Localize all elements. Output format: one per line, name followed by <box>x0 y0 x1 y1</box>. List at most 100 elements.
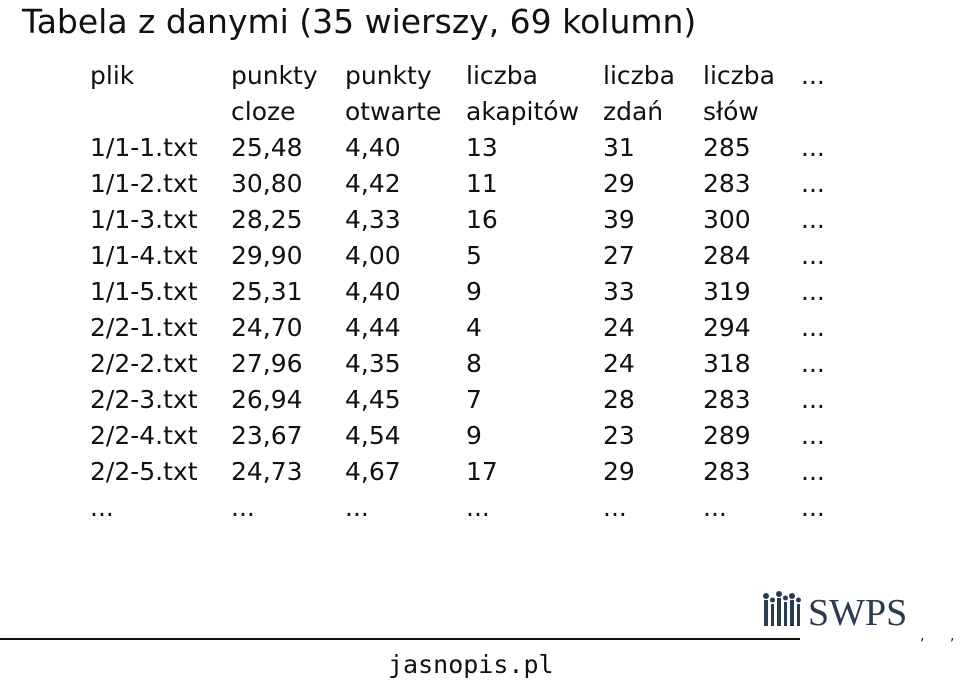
table-cell: 30,80 <box>231 169 303 198</box>
table-cell: 1/1-2.txt <box>90 169 198 198</box>
header-cell: otwarte <box>345 97 442 126</box>
table-cell: ... <box>801 313 825 342</box>
table-cell: 24 <box>603 349 635 378</box>
table-cell: ... <box>801 205 825 234</box>
table-cell: 2/2-2.txt <box>90 349 198 378</box>
table-cell: ... <box>801 133 825 162</box>
header-cell <box>801 94 841 130</box>
table-cell: 29 <box>603 169 635 198</box>
table-cell: ... <box>801 349 825 378</box>
table-cell: 25,31 <box>231 277 303 306</box>
table-cell: 4,45 <box>345 385 401 414</box>
table-cell: ... <box>466 493 490 522</box>
table-cell: 16 <box>466 205 498 234</box>
table-cell: 25,48 <box>231 133 303 162</box>
table-cell: 4,33 <box>345 205 401 234</box>
header-cell: zdań <box>603 97 664 126</box>
data-table: plik punkty punkty liczba liczba liczba … <box>90 58 841 526</box>
table-cell: 5 <box>466 241 482 270</box>
table-cell: 2/2-1.txt <box>90 313 198 342</box>
header-cell: liczba <box>603 61 675 90</box>
table-cell: 9 <box>466 421 482 450</box>
table-row: 1/1-4.txt 29,90 4,00 5 27 284... <box>90 238 841 274</box>
table-cell: 28,25 <box>231 205 303 234</box>
table-cell: 31 <box>603 133 635 162</box>
table-cell: 27,96 <box>231 349 303 378</box>
table-cell: ... <box>801 277 825 306</box>
table-cell: 9 <box>466 277 482 306</box>
table-row: 1/1-1.txt 25,48 4,40 13 31 285... <box>90 130 841 166</box>
footer-mark: , <box>920 628 925 644</box>
table-cell: 8 <box>466 349 482 378</box>
header-cell: punkty <box>345 61 432 90</box>
table-cell: 4,40 <box>345 277 401 306</box>
table-row: 2/2-5.txt 24,73 4,67 17 29 283... <box>90 454 841 490</box>
table-cell: 29,90 <box>231 241 303 270</box>
table-cell: 27 <box>603 241 635 270</box>
table-row: 2/2-2.txt 27,96 4,35 8 24 318... <box>90 346 841 382</box>
table-row: 2/2-3.txt 26,94 4,45 7 28 283... <box>90 382 841 418</box>
table-cell: 26,94 <box>231 385 303 414</box>
table-cell: 300 <box>703 205 751 234</box>
table-cell: 4,00 <box>345 241 401 270</box>
table-cell: 7 <box>466 385 482 414</box>
logo-text: SWPS <box>808 592 907 630</box>
table-row: 1/1-2.txt 30,80 4,42 11 29 283... <box>90 166 841 202</box>
table-cell: 4,54 <box>345 421 401 450</box>
header-cell: liczba <box>703 61 775 90</box>
table-cell: ... <box>801 169 825 198</box>
slide-title: Tabela z danymi (35 wierszy, 69 kolumn) <box>22 2 697 41</box>
header-row-1: plik punkty punkty liczba liczba liczba … <box>90 58 841 94</box>
table-cell: 284 <box>703 241 751 270</box>
table-cell: 1/1-1.txt <box>90 133 198 162</box>
table-cell: 283 <box>703 169 751 198</box>
table-cell: 1/1-3.txt <box>90 205 198 234</box>
table-cell: 289 <box>703 421 751 450</box>
table-cell: 24 <box>603 313 635 342</box>
table-cell: ... <box>703 493 727 522</box>
table-body: 1/1-1.txt 25,48 4,40 13 31 285... 1/1-2.txt 30,… <box>90 130 841 526</box>
header-cell: liczba <box>466 61 538 90</box>
table-cell: ... <box>801 457 825 486</box>
table-cell: 29 <box>603 457 635 486</box>
table-cell: 2/2-3.txt <box>90 385 198 414</box>
table-row: 2/2-1.txt 24,70 4,44 4 24 294... <box>90 310 841 346</box>
table-cell: 4,40 <box>345 133 401 162</box>
table-cell: 294 <box>703 313 751 342</box>
table-cell: 33 <box>603 277 635 306</box>
table-cell: 1/1-4.txt <box>90 241 198 270</box>
footer-divider <box>0 638 800 640</box>
table-row: 1/1-3.txt 28,25 4,33 16 39 300... <box>90 202 841 238</box>
header-cell <box>90 94 231 130</box>
table-cell: 1/1-5.txt <box>90 277 198 306</box>
table-cell: ... <box>801 385 825 414</box>
people-icon <box>763 591 801 626</box>
footer-mark: , <box>950 628 955 644</box>
table-row: 1/1-5.txt 25,31 4,40 9 33 319... <box>90 274 841 310</box>
table-cell: 13 <box>466 133 498 162</box>
table-cell: ... <box>603 493 627 522</box>
header-cell: cloze <box>231 97 296 126</box>
table-cell: 285 <box>703 133 751 162</box>
table-cell: ... <box>801 241 825 270</box>
table-cell: ... <box>801 493 825 522</box>
table-cell: 4,42 <box>345 169 401 198</box>
table-cell: ... <box>231 493 255 522</box>
table-cell: 23,67 <box>231 421 303 450</box>
header-cell: słów <box>703 97 759 126</box>
table-cell: 17 <box>466 457 498 486</box>
table-cell: ... <box>345 493 369 522</box>
table-cell: 24,70 <box>231 313 303 342</box>
table-cell: ... <box>90 493 114 522</box>
table-cell: 24,73 <box>231 457 303 486</box>
table-cell: 39 <box>603 205 635 234</box>
table-cell: 4 <box>466 313 482 342</box>
header-cell: plik <box>90 61 135 90</box>
footer-site: jasnopis.pl <box>388 650 554 679</box>
header-row-2: cloze otwarte akapitów zdań słów <box>90 94 841 130</box>
table-cell: 4,44 <box>345 313 401 342</box>
table-cell: 2/2-5.txt <box>90 457 198 486</box>
swps-logo: SWPS <box>763 591 907 630</box>
table-cell: 2/2-4.txt <box>90 421 198 450</box>
table-cell: 4,35 <box>345 349 401 378</box>
